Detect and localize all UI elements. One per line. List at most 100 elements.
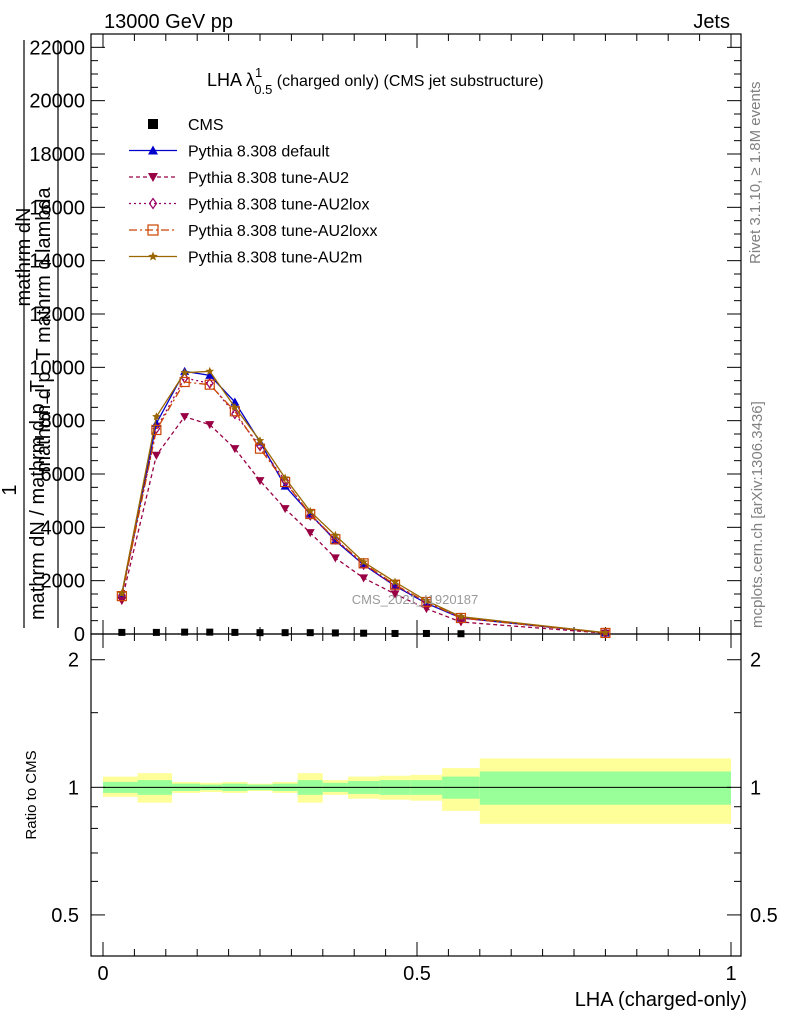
data-point <box>205 366 214 375</box>
y-tick-label: 18000 <box>29 144 85 166</box>
data-point <box>231 628 239 636</box>
data-point <box>390 590 400 599</box>
data-point <box>256 629 264 637</box>
x-tick-label: 1 <box>725 963 736 985</box>
title-sub: 0.5 <box>254 82 272 97</box>
data-point <box>254 443 266 454</box>
legend-item: Pythia 8.308 tune-AU2loxx <box>129 223 377 240</box>
data-point <box>422 629 430 637</box>
ratio-band-inner <box>479 771 731 805</box>
rivet-label: Rivet 3.1.10, ≥ 1.8M events <box>747 82 764 265</box>
data-point <box>390 577 400 586</box>
data-point <box>180 368 189 377</box>
ratio-y-tick-label-right: 0.5 <box>750 905 778 927</box>
y-tick-label: 10000 <box>29 357 85 379</box>
legend-marker <box>148 173 158 182</box>
ratio-y-tick-label-right: 2 <box>750 650 761 672</box>
series-line <box>121 370 606 634</box>
y-tick-label: 4000 <box>41 517 86 539</box>
legend-label: Pythia 8.308 tune-AU2 <box>188 170 349 187</box>
legend-item: Pythia 8.308 tune-AU2 <box>129 170 349 187</box>
data-point <box>359 574 369 583</box>
data-point <box>230 408 239 420</box>
data-point <box>152 628 160 636</box>
data-point <box>360 629 368 637</box>
title-main: LHA λ <box>207 70 255 90</box>
legend: CMS Pythia 8.308 default Pythia 8.308 tune… <box>129 117 377 267</box>
data-point <box>118 628 126 636</box>
data-point <box>179 376 190 388</box>
series-group <box>116 366 611 639</box>
legend-marker <box>147 224 159 236</box>
data-point <box>206 628 214 636</box>
data-point <box>204 379 215 390</box>
y-tick-label: 12000 <box>29 304 85 326</box>
x-tick-label: 0 <box>97 963 108 985</box>
data-point <box>181 628 189 636</box>
data-point <box>421 598 431 607</box>
series-line <box>121 415 606 634</box>
data-point <box>152 412 161 421</box>
data-point <box>230 445 240 454</box>
ratio-y-tick-label: 0.5 <box>51 905 79 927</box>
data-point <box>151 424 162 436</box>
y-tick-label: 14000 <box>29 251 85 273</box>
data-point <box>391 629 399 637</box>
legend-label: CMS <box>188 117 224 134</box>
ratio-y-label: Ratio to CMS <box>23 750 40 839</box>
watermark: CMS_2021_I1920187 <box>352 592 479 607</box>
header-left: 13000 GeV pp <box>104 11 233 33</box>
chart-title: LHA λ1 0.5 (charged only) (CMS jet substr… <box>207 65 544 97</box>
legend-marker <box>148 197 158 210</box>
data-point <box>330 554 340 563</box>
data-point <box>117 589 127 598</box>
data-point <box>281 629 289 637</box>
ratio-y-tick-label: 2 <box>68 650 79 672</box>
data-point <box>457 630 465 638</box>
y-tick-label: 22000 <box>29 37 85 59</box>
data-point <box>180 413 190 422</box>
y-tick-label: 0 <box>74 624 85 646</box>
data-point <box>330 536 340 545</box>
y-tick-label: 16000 <box>29 197 85 219</box>
mcplots-label: mcplots.cern.ch [arXiv:1306.3436] <box>749 401 766 628</box>
ylabel-bottom: mathrm dN / mathrm d p_T <box>27 380 49 620</box>
data-point <box>205 377 214 389</box>
data-point <box>205 421 215 430</box>
data-point <box>255 477 265 486</box>
legend-item: CMS <box>148 117 224 134</box>
data-point <box>255 436 265 445</box>
data-point <box>151 451 161 460</box>
series-0 <box>118 628 465 638</box>
y-tick-label: 6000 <box>41 464 86 486</box>
legend-item: Pythia 8.308 tune-AU2m <box>129 250 362 267</box>
header-right: Jets <box>693 11 730 33</box>
data-point <box>230 402 240 411</box>
data-point <box>306 629 314 637</box>
data-point <box>456 612 466 621</box>
data-point <box>305 529 315 538</box>
ylabel-one: 1 <box>0 484 21 495</box>
data-point <box>422 596 431 605</box>
legend-marker <box>148 145 158 155</box>
legend-label: Pythia 8.308 tune-AU2lox <box>188 197 369 214</box>
x-tick-label: 0.5 <box>403 963 431 985</box>
legend-marker <box>148 119 158 129</box>
legend-label: Pythia 8.308 tune-AU2m <box>188 250 362 267</box>
ratio-bands <box>103 758 731 824</box>
title-sup: 1 <box>255 65 262 80</box>
data-point <box>331 530 340 539</box>
ratio-y-tick-label-right: 1 <box>750 777 761 799</box>
data-point <box>280 473 290 482</box>
ratio-plot-frame <box>90 633 742 957</box>
ylabel-mid: mathrm d p_T mathrm d lambda <box>33 186 55 472</box>
legend-item: Pythia 8.308 tune-AU2lox <box>129 197 369 214</box>
legend-label: Pythia 8.308 tune-AU2loxx <box>188 223 377 240</box>
data-point <box>601 628 610 637</box>
data-point <box>205 370 215 379</box>
data-point <box>331 629 339 637</box>
data-point <box>280 505 290 514</box>
y-tick-label: 20000 <box>29 91 85 113</box>
title-rest: (charged only) (CMS jet substructure) <box>272 73 543 90</box>
